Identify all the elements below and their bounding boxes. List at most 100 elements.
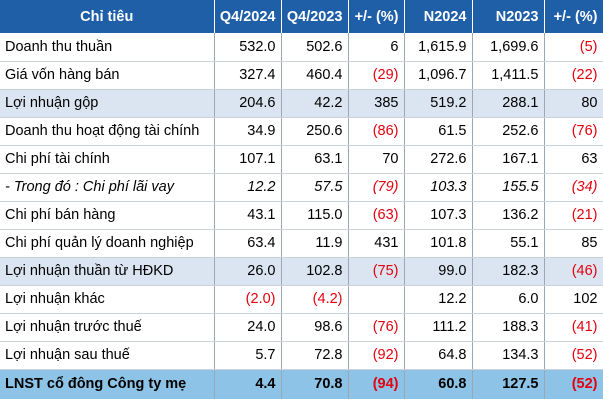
cell-n2024: 61.5 — [404, 117, 473, 146]
cell-q4-2023: 115.0 — [281, 201, 349, 230]
header-q4-2024: Q4/2024 — [214, 0, 282, 33]
row-label: Lợi nhuận thuần từ HĐKD — [0, 257, 215, 286]
cell-q4-2024: 12.2 — [214, 173, 282, 202]
table-row: Doanh thu thuần 532.0 502.6 6 1,615.9 1,699.6… — [0, 33, 603, 62]
cell-quarter-change: 70 — [348, 145, 405, 174]
table-row: Doanh thu hoạt động tài chính 34.9 250.6 (8… — [0, 117, 603, 146]
table-row: - Trong đó : Chi phí lãi vay 12.2 57.5 (79)… — [0, 173, 603, 202]
cell-n2024: 60.8 — [404, 369, 473, 399]
cell-year-change: (52) — [544, 369, 603, 399]
cell-year-change: (41) — [544, 313, 603, 342]
row-label: Lợi nhuận sau thuế — [0, 341, 215, 370]
cell-n2023: 134.3 — [472, 341, 545, 370]
cell-year-change: (34) — [544, 173, 603, 202]
cell-year-change: (76) — [544, 117, 603, 146]
cell-q4-2023: 11.9 — [281, 229, 349, 258]
header-q4-2023: Q4/2023 — [281, 0, 349, 33]
cell-n2023: 182.3 — [472, 257, 545, 286]
cell-q4-2024: 63.4 — [214, 229, 282, 258]
cell-q4-2023: 63.1 — [281, 145, 349, 174]
cell-n2024: 1,096.7 — [404, 61, 473, 90]
cell-q4-2024: 26.0 — [214, 257, 282, 286]
cell-n2023: 55.1 — [472, 229, 545, 258]
cell-q4-2023: 42.2 — [281, 89, 349, 118]
cell-n2023: 1,411.5 — [472, 61, 545, 90]
cell-quarter-change: (92) — [348, 341, 405, 370]
row-label: Chi phí tài chính — [0, 145, 215, 174]
cell-quarter-change: (76) — [348, 313, 405, 342]
cell-q4-2023: 250.6 — [281, 117, 349, 146]
cell-q4-2024: 5.7 — [214, 341, 282, 370]
cell-quarter-change: (29) — [348, 61, 405, 90]
table-row: Chi phí quản lý doanh nghiệp 63.4 11.9 431 1… — [0, 229, 603, 258]
cell-q4-2024: 24.0 — [214, 313, 282, 342]
table-row: Lợi nhuận khác (2.0) (4.2) 12.2 6.0 102 — [0, 285, 603, 314]
cell-q4-2024: 107.1 — [214, 145, 282, 174]
table-row: Lợi nhuận gộp 204.6 42.2 385 519.2 288.1 80 — [0, 89, 603, 118]
cell-n2024: 64.8 — [404, 341, 473, 370]
cell-quarter-change: 385 — [348, 89, 405, 118]
cell-q4-2023: 502.6 — [281, 33, 349, 62]
header-quarter-change: +/- (%) — [348, 0, 405, 33]
cell-n2024: 519.2 — [404, 89, 473, 118]
cell-quarter-change: (75) — [348, 257, 405, 286]
cell-q4-2023: 72.8 — [281, 341, 349, 370]
cell-n2023: 252.6 — [472, 117, 545, 146]
row-label: LNST cổ đông Công ty mẹ — [0, 369, 215, 399]
table-row: Lợi nhuận thuần từ HĐKD 26.0 102.8 (75) 99.0… — [0, 257, 603, 286]
cell-n2024: 101.8 — [404, 229, 473, 258]
financial-results-table: Chỉ tiêu Q4/2024 Q4/2023 +/- (%) N2024 N… — [0, 0, 603, 399]
cell-q4-2023: 57.5 — [281, 173, 349, 202]
cell-q4-2023: 70.8 — [281, 369, 349, 399]
row-label: Lợi nhuận khác — [0, 285, 215, 314]
cell-n2023: 127.5 — [472, 369, 545, 399]
row-label: Lợi nhuận gộp — [0, 89, 215, 118]
header-indicator: Chỉ tiêu — [0, 0, 215, 33]
cell-n2024: 99.0 — [404, 257, 473, 286]
cell-n2023: 288.1 — [472, 89, 545, 118]
cell-q4-2024: 532.0 — [214, 33, 282, 62]
header-n2023: N2023 — [472, 0, 545, 33]
cell-q4-2024: 34.9 — [214, 117, 282, 146]
cell-quarter-change — [348, 285, 405, 314]
table-header-row: Chỉ tiêu Q4/2024 Q4/2023 +/- (%) N2024 N… — [0, 0, 603, 33]
cell-n2023: 188.3 — [472, 313, 545, 342]
cell-quarter-change: (63) — [348, 201, 405, 230]
cell-year-change: 102 — [544, 285, 603, 314]
cell-year-change: 63 — [544, 145, 603, 174]
table-row: LNST cổ đông Công ty mẹ 4.4 70.8 (94) 60.8 12… — [0, 369, 603, 399]
cell-year-change: 80 — [544, 89, 603, 118]
table-row: Giá vốn hàng bán 327.4 460.4 (29) 1,096.7 1,4… — [0, 61, 603, 90]
table-row: Lợi nhuận trước thuế 24.0 98.6 (76) 111.2 188… — [0, 313, 603, 342]
cell-q4-2023: 460.4 — [281, 61, 349, 90]
cell-q4-2024: 327.4 — [214, 61, 282, 90]
cell-year-change: 85 — [544, 229, 603, 258]
cell-year-change: (52) — [544, 341, 603, 370]
cell-n2023: 136.2 — [472, 201, 545, 230]
row-label: Chi phí quản lý doanh nghiệp — [0, 229, 215, 258]
cell-quarter-change: (94) — [348, 369, 405, 399]
cell-q4-2024: (2.0) — [214, 285, 282, 314]
cell-n2023: 167.1 — [472, 145, 545, 174]
cell-year-change: (21) — [544, 201, 603, 230]
cell-n2024: 272.6 — [404, 145, 473, 174]
cell-n2024: 103.3 — [404, 173, 473, 202]
cell-n2023: 155.5 — [472, 173, 545, 202]
cell-year-change: (22) — [544, 61, 603, 90]
cell-n2024: 111.2 — [404, 313, 473, 342]
table-row: Lợi nhuận sau thuế 5.7 72.8 (92) 64.8 134.3 (5… — [0, 341, 603, 370]
row-label: - Trong đó : Chi phí lãi vay — [0, 173, 215, 202]
cell-q4-2023: (4.2) — [281, 285, 349, 314]
row-label: Doanh thu hoạt động tài chính — [0, 117, 215, 146]
row-label: Chi phí bán hàng — [0, 201, 215, 230]
row-label: Doanh thu thuần — [0, 33, 215, 62]
cell-n2024: 12.2 — [404, 285, 473, 314]
cell-n2023: 1,699.6 — [472, 33, 545, 62]
table-row: Chi phí bán hàng 43.1 115.0 (63) 107.3 136.2(… — [0, 201, 603, 230]
table-row: Chi phí tài chính 107.1 63.1 70 272.6 167.1 63 — [0, 145, 603, 174]
cell-q4-2023: 98.6 — [281, 313, 349, 342]
row-label: Lợi nhuận trước thuế — [0, 313, 215, 342]
header-year-change: +/- (%) — [544, 0, 603, 33]
cell-year-change: (46) — [544, 257, 603, 286]
cell-n2023: 6.0 — [472, 285, 545, 314]
